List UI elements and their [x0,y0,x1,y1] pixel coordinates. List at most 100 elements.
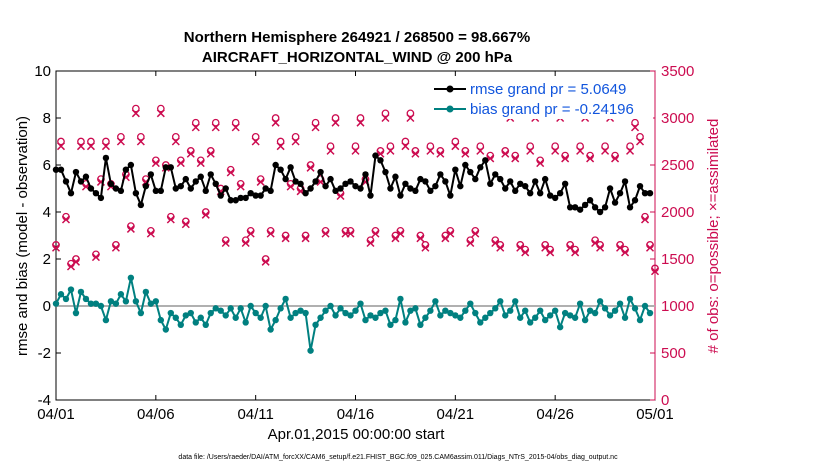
rmse-point [616,190,624,197]
obs-assimilated-point [611,154,620,163]
bias-point [87,300,95,307]
obs-assimilated-point [536,159,545,168]
obs-assimilated-point [416,234,425,243]
rmse-point [207,171,214,178]
obs-possible-point [551,142,560,151]
obs-possible-point [451,137,460,146]
right-y-tick-label: 2000 [661,204,694,221]
obs-assimilated-point [61,215,71,224]
rmse-point [576,206,584,213]
obs-possible-point [171,132,180,141]
right-y-tick-label: 3000 [661,110,694,127]
bias-point [576,300,584,307]
x-tick-label: 04/16 [337,406,375,423]
rmse-point [247,190,254,197]
rmse-point [452,166,459,173]
rmse-point [596,208,604,216]
bias-point [352,307,359,314]
obs-assimilated-point [626,146,635,155]
obs-assimilated-point [286,182,295,191]
rmse-point [407,185,414,192]
rmse-point [297,180,304,187]
rmse-point [611,199,619,206]
bias-point [477,319,484,326]
obs-assimilated-point [181,220,190,229]
rmse-point [72,168,80,176]
rmse-point [497,175,504,183]
obs-assimilated-point [156,109,165,118]
chart-title: Northern Hemisphere 264921 / 268500 = 98… [184,29,530,46]
bias-point [62,295,70,303]
bias-point [606,312,614,319]
bias-point [382,307,389,314]
rmse-point [222,185,229,192]
bias-point [252,309,259,317]
bias-point [407,307,414,314]
rmse-point [77,178,85,185]
bias-point [512,298,519,305]
bias-point [302,309,309,317]
obs-assimilated-point [546,248,555,257]
obs-assimilated-point [501,149,510,158]
rmse-point [482,157,489,164]
bias-point [497,298,504,305]
obs-assimilated-point [171,137,180,146]
bias-point [232,314,239,321]
rmse-point [217,192,224,199]
bias-point [217,307,224,314]
rmse-point [546,192,554,199]
rmse-point [362,171,369,178]
obs-possible-point [191,118,200,127]
bias-point [222,312,229,319]
rmse-point [142,182,150,190]
bias-point [596,298,604,305]
obs-possible-point [351,142,360,151]
rmse-point [312,178,319,185]
obs-assimilated-point [221,238,230,248]
obs-assimilated-point [186,149,195,158]
rmse-point [122,166,130,173]
bias-point [616,300,624,307]
obs-assimilated-point [561,154,570,163]
rmse-point [606,185,614,192]
obs-possible-point [326,142,335,151]
right-y-tick-label: 1000 [661,298,694,315]
rmse-point [447,192,454,199]
rmse-point [182,175,189,183]
rmse-point [192,178,199,185]
rmse-point [432,182,439,190]
obs-possible-point [87,137,95,146]
rmse-point [581,201,589,209]
rmse-point [332,187,339,195]
bias-point [561,309,569,317]
bias-point [367,312,374,319]
rmse-point [287,164,294,171]
obs-assimilated-point [640,215,650,224]
obs-assimilated-point [256,177,265,186]
obs-assimilated-point [601,146,610,155]
rmse-point [97,194,105,202]
obs-assimilated-point [276,142,285,151]
x-tick-label: 04/01 [37,406,75,423]
obs-possible-point [576,142,584,151]
obs-assimilated-point [226,168,235,177]
bias-point [282,295,289,303]
rmse-point [422,178,429,185]
obs-possible-point [251,132,260,141]
rmse-point [87,185,95,192]
bias-point [646,309,654,317]
obs-assimilated-point [236,182,245,191]
bias-point [566,312,574,319]
series-bias [52,274,654,354]
rmse-point [322,182,329,190]
obs-possible-point [331,114,340,122]
bias-point [482,314,489,321]
obs-possible-point [311,118,320,127]
bias-point [551,307,559,314]
left-y-tick-label: 6 [43,157,51,174]
bias-point [192,319,199,326]
rmse-point [477,164,484,171]
obs-assimilated-point [371,229,380,238]
obs-assimilated-point [191,123,200,132]
obs-assimilated-point [241,238,250,248]
